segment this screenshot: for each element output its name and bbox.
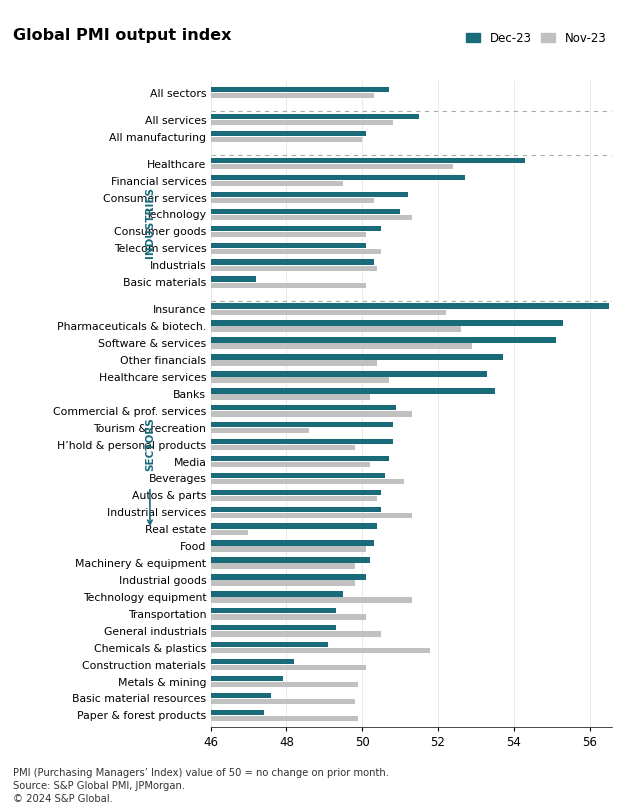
Bar: [0, 360, 378, 366]
Bar: [0, 120, 392, 125]
Bar: [0, 462, 370, 467]
Bar: [0, 326, 461, 332]
Legend: Dec-23, Nov-23: Dec-23, Nov-23: [466, 32, 607, 44]
Bar: [0, 563, 355, 569]
Bar: [0, 225, 381, 231]
Bar: [0, 665, 366, 671]
Bar: [0, 198, 374, 204]
Bar: [0, 428, 309, 433]
Bar: [0, 87, 389, 92]
Bar: [0, 659, 294, 664]
Bar: [0, 682, 359, 688]
Bar: [0, 158, 525, 163]
Bar: [0, 529, 248, 535]
Bar: [0, 354, 503, 360]
Bar: [0, 266, 378, 271]
Bar: [0, 114, 419, 120]
Bar: [0, 321, 563, 326]
Text: PMI (Purchasing Managers’ Index) value of 50 = no change on prior month.
Source:: PMI (Purchasing Managers’ Index) value o…: [13, 768, 389, 804]
Bar: [0, 716, 359, 721]
Bar: [0, 625, 336, 630]
Bar: [0, 422, 392, 427]
Bar: [0, 276, 256, 282]
Bar: [0, 496, 378, 501]
Bar: [0, 473, 385, 478]
Text: SECTORS: SECTORS: [145, 418, 155, 472]
Bar: [0, 479, 404, 484]
Bar: [0, 608, 336, 613]
Bar: [0, 692, 271, 698]
Bar: [0, 456, 389, 461]
Bar: [0, 490, 381, 495]
Bar: [0, 631, 381, 637]
Bar: [0, 131, 366, 137]
Bar: [0, 232, 366, 238]
Bar: [0, 439, 392, 444]
Bar: [0, 648, 431, 654]
Bar: [0, 411, 412, 416]
Bar: [0, 524, 378, 529]
Bar: [0, 574, 366, 579]
Bar: [0, 507, 381, 512]
Bar: [0, 304, 609, 309]
Bar: [0, 371, 487, 377]
Bar: [0, 546, 366, 552]
Bar: [0, 445, 355, 450]
Bar: [0, 675, 283, 681]
Bar: [0, 388, 495, 393]
Bar: [0, 164, 453, 170]
Bar: [0, 337, 556, 343]
Bar: [0, 249, 381, 254]
Bar: [0, 394, 370, 400]
Bar: [0, 309, 445, 315]
Bar: [0, 591, 343, 596]
Bar: [0, 580, 355, 586]
Bar: [0, 405, 396, 410]
Bar: [0, 191, 408, 197]
Bar: [0, 93, 374, 99]
Bar: [0, 597, 412, 603]
Bar: [0, 175, 464, 180]
Text: INDUSTRIES: INDUSTRIES: [145, 187, 155, 259]
Bar: [0, 215, 412, 221]
Bar: [0, 558, 370, 562]
Bar: [0, 709, 263, 715]
Bar: [0, 208, 400, 214]
Bar: [0, 541, 374, 545]
Bar: [0, 283, 366, 288]
Bar: [0, 699, 355, 705]
Bar: [0, 137, 362, 142]
Bar: [0, 377, 389, 383]
Bar: [0, 181, 343, 187]
Bar: [0, 642, 328, 647]
Bar: [0, 614, 366, 620]
Text: Global PMI output index: Global PMI output index: [13, 28, 231, 44]
Bar: [0, 259, 374, 265]
Bar: [0, 242, 366, 248]
Bar: [0, 343, 472, 349]
Bar: [0, 512, 412, 518]
